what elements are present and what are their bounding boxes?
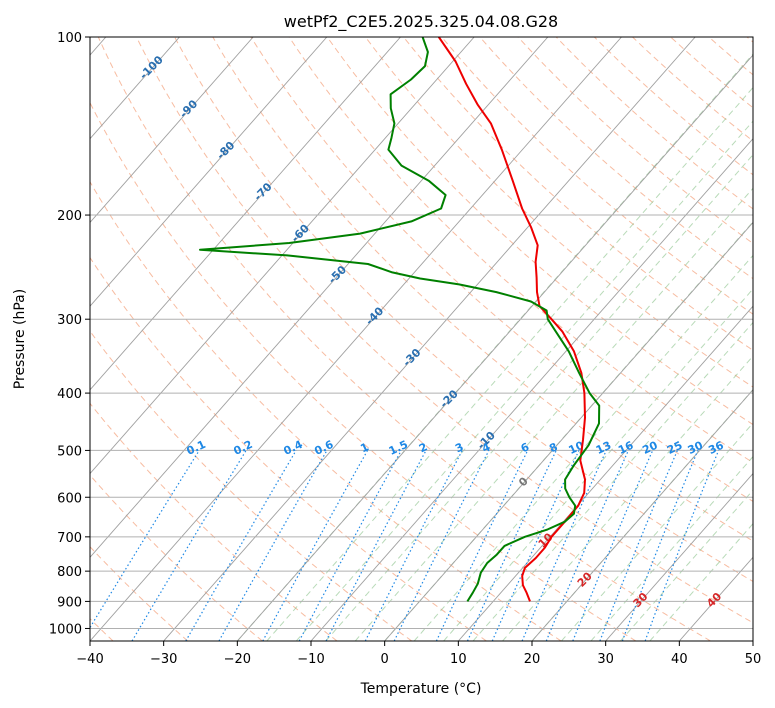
mixing-ratio-line [90,450,200,629]
moist-adiabat-line [354,187,753,641]
y-tick-label: 400 [57,387,82,402]
moist-adiabat-line [649,522,753,641]
y-tick-label: 200 [57,209,82,224]
isotherm-line [531,389,753,641]
mixing-ratio-line [545,450,629,641]
x-axis-label: Temperature (°C) [360,681,482,697]
moist-adiabat-line [295,120,753,641]
dry-adiabat-line [174,37,753,583]
moist-adiabat-line [561,422,753,641]
mixing-ratio-line [644,450,720,641]
plot-frame [89,36,754,642]
plot-background [90,37,753,641]
dry-adiabat-line [212,37,753,542]
mixing-ratio-line [621,450,699,641]
y-tick-label: 1000 [49,622,82,637]
isotherm-line [90,37,549,558]
x-tick-label: 40 [671,652,688,667]
mixing-ratio-line [218,450,328,641]
mixing-ratio-line [491,450,580,641]
mixing-ratio-label: 13 [594,439,613,457]
moist-adiabat-line [472,321,753,641]
y-tick-label: 300 [57,313,82,328]
x-tick-label: 10 [450,652,467,667]
x-tick-label: 50 [745,652,762,667]
isotherm-line [90,37,254,224]
x-tick-label: −40 [76,652,103,667]
x-axis: −40 −30 −20 −10 0 10 20 30 40 50 [76,641,761,667]
isotherm-line [384,221,753,641]
mixing-ratio-line [298,450,402,641]
isotherm-line [752,640,753,641]
mixing-ratio-label: 30 [686,439,706,457]
background-lines [90,37,753,641]
isotherm-line [163,37,696,641]
mixing-ratio-label: 36 [706,439,726,457]
dry-adiabat-line [365,37,753,388]
mixing-ratio-line [599,450,678,641]
moist-adiabat-line [620,489,753,641]
dry-adiabat-line [326,37,753,426]
mixing-ratio-line [364,450,463,641]
y-axis-label: Pressure (hPa) [12,289,28,389]
isotherm-line [90,37,475,475]
isotherm-line [90,37,180,140]
isotherm-line [90,37,401,391]
isotherm-line [90,37,328,307]
y-tick-label: 500 [57,444,82,459]
dry-adiabat-line [90,180,562,641]
mixing-ratio-line [572,450,654,641]
dry-adiabat-line [135,37,753,624]
x-tick-label: −10 [297,652,324,667]
profiles [199,37,601,602]
x-tick-label: 30 [597,652,614,667]
isotherm-line [605,472,753,641]
dry-adiabat-line [90,101,637,641]
x-tick-label: 20 [524,652,541,667]
dry-adiabat-line [90,256,487,641]
moist-adiabat-line [590,455,753,641]
chart-title: wetPf2_C2E5.2025.325.04.08.G28 [284,12,558,32]
y-tick-label: 900 [57,595,82,610]
isotherm-line [90,37,622,641]
mixing-ratio-label: 25 [665,439,684,457]
temperature-profile-line [437,37,586,602]
mixing-ratio-line [521,450,607,641]
dry-adiabat-line [97,37,711,641]
mixing-ratio-line [393,450,490,641]
y-tick-label: 100 [57,31,82,46]
moist-adiabat-line [413,254,753,641]
isotherm-line [457,305,753,641]
moist-adiabat-line [443,288,753,641]
dry-adiabat-line [288,37,753,464]
x-tick-label: −30 [150,652,177,667]
y-axis: 100 200 300 400 500 600 700 800 900 1000 [49,31,90,637]
dry-adiabat-line [90,402,338,641]
y-tick-label: 700 [57,531,82,546]
isotherm-line [310,138,753,641]
dry-adiabat-line [90,474,263,641]
isotherm-line [236,54,753,641]
y-tick-label: 600 [57,491,82,506]
dry-adiabat-line [90,546,189,641]
dry-adiabat-line [250,37,753,502]
dewpoint-profile-line [199,37,601,602]
mixing-ratio-label: 16 [616,439,636,457]
mixing-ratio-line [262,450,369,641]
x-tick-label: 0 [381,652,389,667]
x-tick-label: −20 [224,652,251,667]
moist-adiabat-line [266,86,753,641]
y-tick-label: 800 [57,565,82,580]
mixing-ratio-label: 20 [640,439,660,457]
moist-adiabat-line [325,154,753,641]
